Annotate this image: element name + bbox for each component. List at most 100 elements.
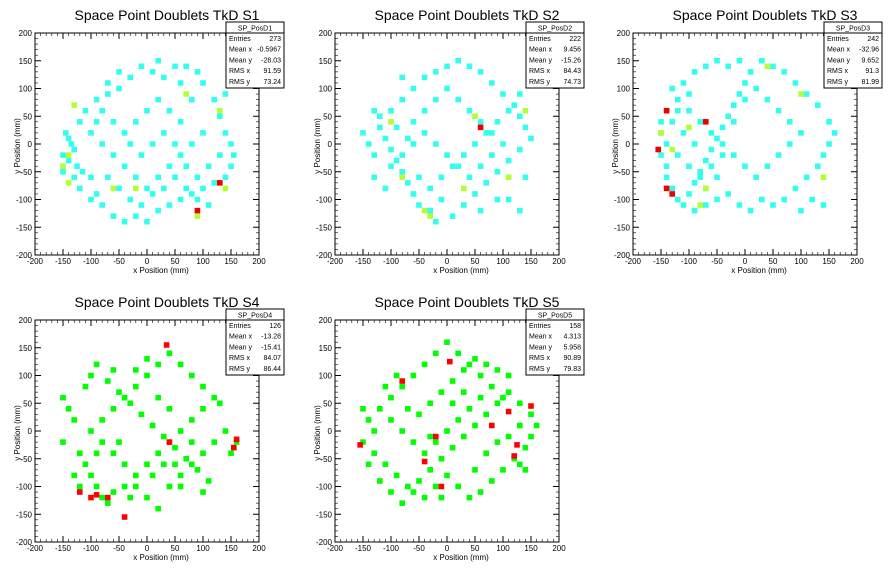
data-bin — [472, 356, 478, 362]
data-bin — [433, 433, 439, 440]
data-bin — [522, 107, 529, 114]
data-bin — [172, 174, 178, 181]
stats-row-value: 5.958 — [563, 344, 581, 351]
data-bin — [211, 96, 217, 103]
data-bin — [360, 130, 366, 136]
chart-pad-5: Space Point Doublets TkD S5 -200 -150 -100 -… — [313, 294, 585, 562]
data-bin — [410, 439, 417, 445]
data-bin — [93, 191, 100, 197]
data-bin — [466, 494, 473, 501]
y-tick-label: -50 — [20, 455, 32, 464]
data-bin — [444, 85, 450, 92]
data-bin — [686, 124, 692, 131]
data-bin — [820, 202, 827, 208]
data-bin — [427, 207, 433, 214]
data-bin — [231, 444, 237, 451]
data-bin — [410, 191, 417, 197]
data-bin — [753, 174, 759, 181]
data-bin — [371, 152, 377, 158]
data-bin — [820, 152, 827, 158]
data-bin — [93, 119, 100, 125]
stats-box: SP_PosD1 Entries 273 Mean x -0.5967 Mean y -28… — [225, 21, 285, 89]
data-bin — [731, 102, 737, 108]
data-bin — [421, 107, 428, 114]
data-bin — [68, 141, 75, 147]
stats-row-value: 126 — [269, 323, 281, 330]
y-tick-label: 50 — [23, 112, 32, 121]
data-bin — [815, 163, 821, 169]
x-tick-label: 200 — [850, 257, 864, 266]
data-bin — [511, 102, 517, 108]
data-bin — [110, 152, 117, 158]
stats-name: SP_PosD2 — [538, 26, 572, 33]
y-tick-label: -200 — [316, 251, 333, 260]
data-bin — [205, 478, 212, 484]
data-bin — [127, 74, 133, 81]
data-bin — [477, 207, 484, 214]
data-bin — [522, 174, 529, 181]
x-tick-label: 150 — [224, 257, 238, 266]
data-bin — [388, 107, 394, 114]
data-bin — [144, 461, 150, 468]
x-tick-label: 0 — [145, 257, 150, 266]
data-bin — [189, 372, 195, 379]
data-bin — [222, 130, 229, 136]
data-bin — [770, 63, 776, 70]
data-bin — [133, 174, 139, 181]
data-bin — [88, 494, 94, 501]
data-bin — [388, 489, 394, 495]
y-tick-label: -100 — [316, 483, 333, 492]
data-bin — [60, 439, 66, 445]
data-bin — [421, 207, 428, 214]
y-tick-label: 0 — [28, 427, 33, 436]
data-bin — [703, 202, 709, 208]
x-tick-label: 0 — [445, 544, 450, 553]
data-bin — [393, 124, 400, 131]
data-bin — [719, 124, 726, 131]
data-bin — [166, 483, 173, 490]
data-bin — [200, 450, 206, 456]
data-bin — [494, 439, 501, 445]
data-bin — [725, 63, 731, 70]
data-bin — [449, 378, 456, 384]
stats-row-label: Mean y — [529, 57, 552, 64]
chart-pad-3: Space Point Doublets TkD S3 -200 -150 -100 -… — [611, 7, 883, 275]
data-bin — [155, 57, 161, 64]
x-tick-label: -100 — [83, 544, 100, 553]
stats-row-label: RMS x — [529, 355, 551, 362]
chart-title: Space Point Doublets TkD S3 — [673, 7, 858, 23]
data-bin — [60, 163, 66, 169]
y-tick-label: -200 — [16, 538, 33, 547]
data-bin — [421, 361, 428, 368]
stats-row-label: RMS y — [529, 366, 551, 373]
data-bin — [99, 141, 105, 147]
data-bin — [399, 383, 405, 390]
data-bin — [483, 361, 489, 368]
data-bin — [177, 428, 184, 434]
y-tick-label: 200 — [319, 29, 333, 38]
stats-row-value: -15.26 — [561, 57, 581, 64]
y-tick-label: 150 — [19, 344, 33, 353]
data-bin — [377, 406, 383, 412]
data-bin — [121, 218, 128, 225]
stats-box: SP_PosD5 Entries 158 Mean x 4.313 Mean y 5.958… — [525, 308, 585, 376]
stats-row-value: 84.07 — [263, 355, 281, 362]
data-bin — [658, 130, 664, 136]
data-bin — [663, 185, 670, 192]
data-bin — [444, 472, 450, 479]
x-tick-label: 0 — [145, 544, 150, 553]
data-bin — [149, 69, 156, 75]
data-bin — [489, 422, 495, 429]
data-bin — [461, 367, 467, 373]
data-bin — [505, 174, 512, 181]
data-bin — [725, 191, 731, 197]
data-bin — [161, 461, 167, 468]
y-tick-label: 100 — [19, 372, 33, 381]
data-bin — [365, 417, 372, 423]
data-bin — [703, 63, 709, 70]
y-tick-label: -150 — [316, 223, 333, 232]
stats-box: SP_PosD3 Entries 242 Mean x -32.96 Mean y 9.65… — [823, 21, 883, 89]
data-bin — [110, 119, 117, 125]
data-bin — [421, 130, 428, 136]
data-bin — [427, 467, 433, 473]
